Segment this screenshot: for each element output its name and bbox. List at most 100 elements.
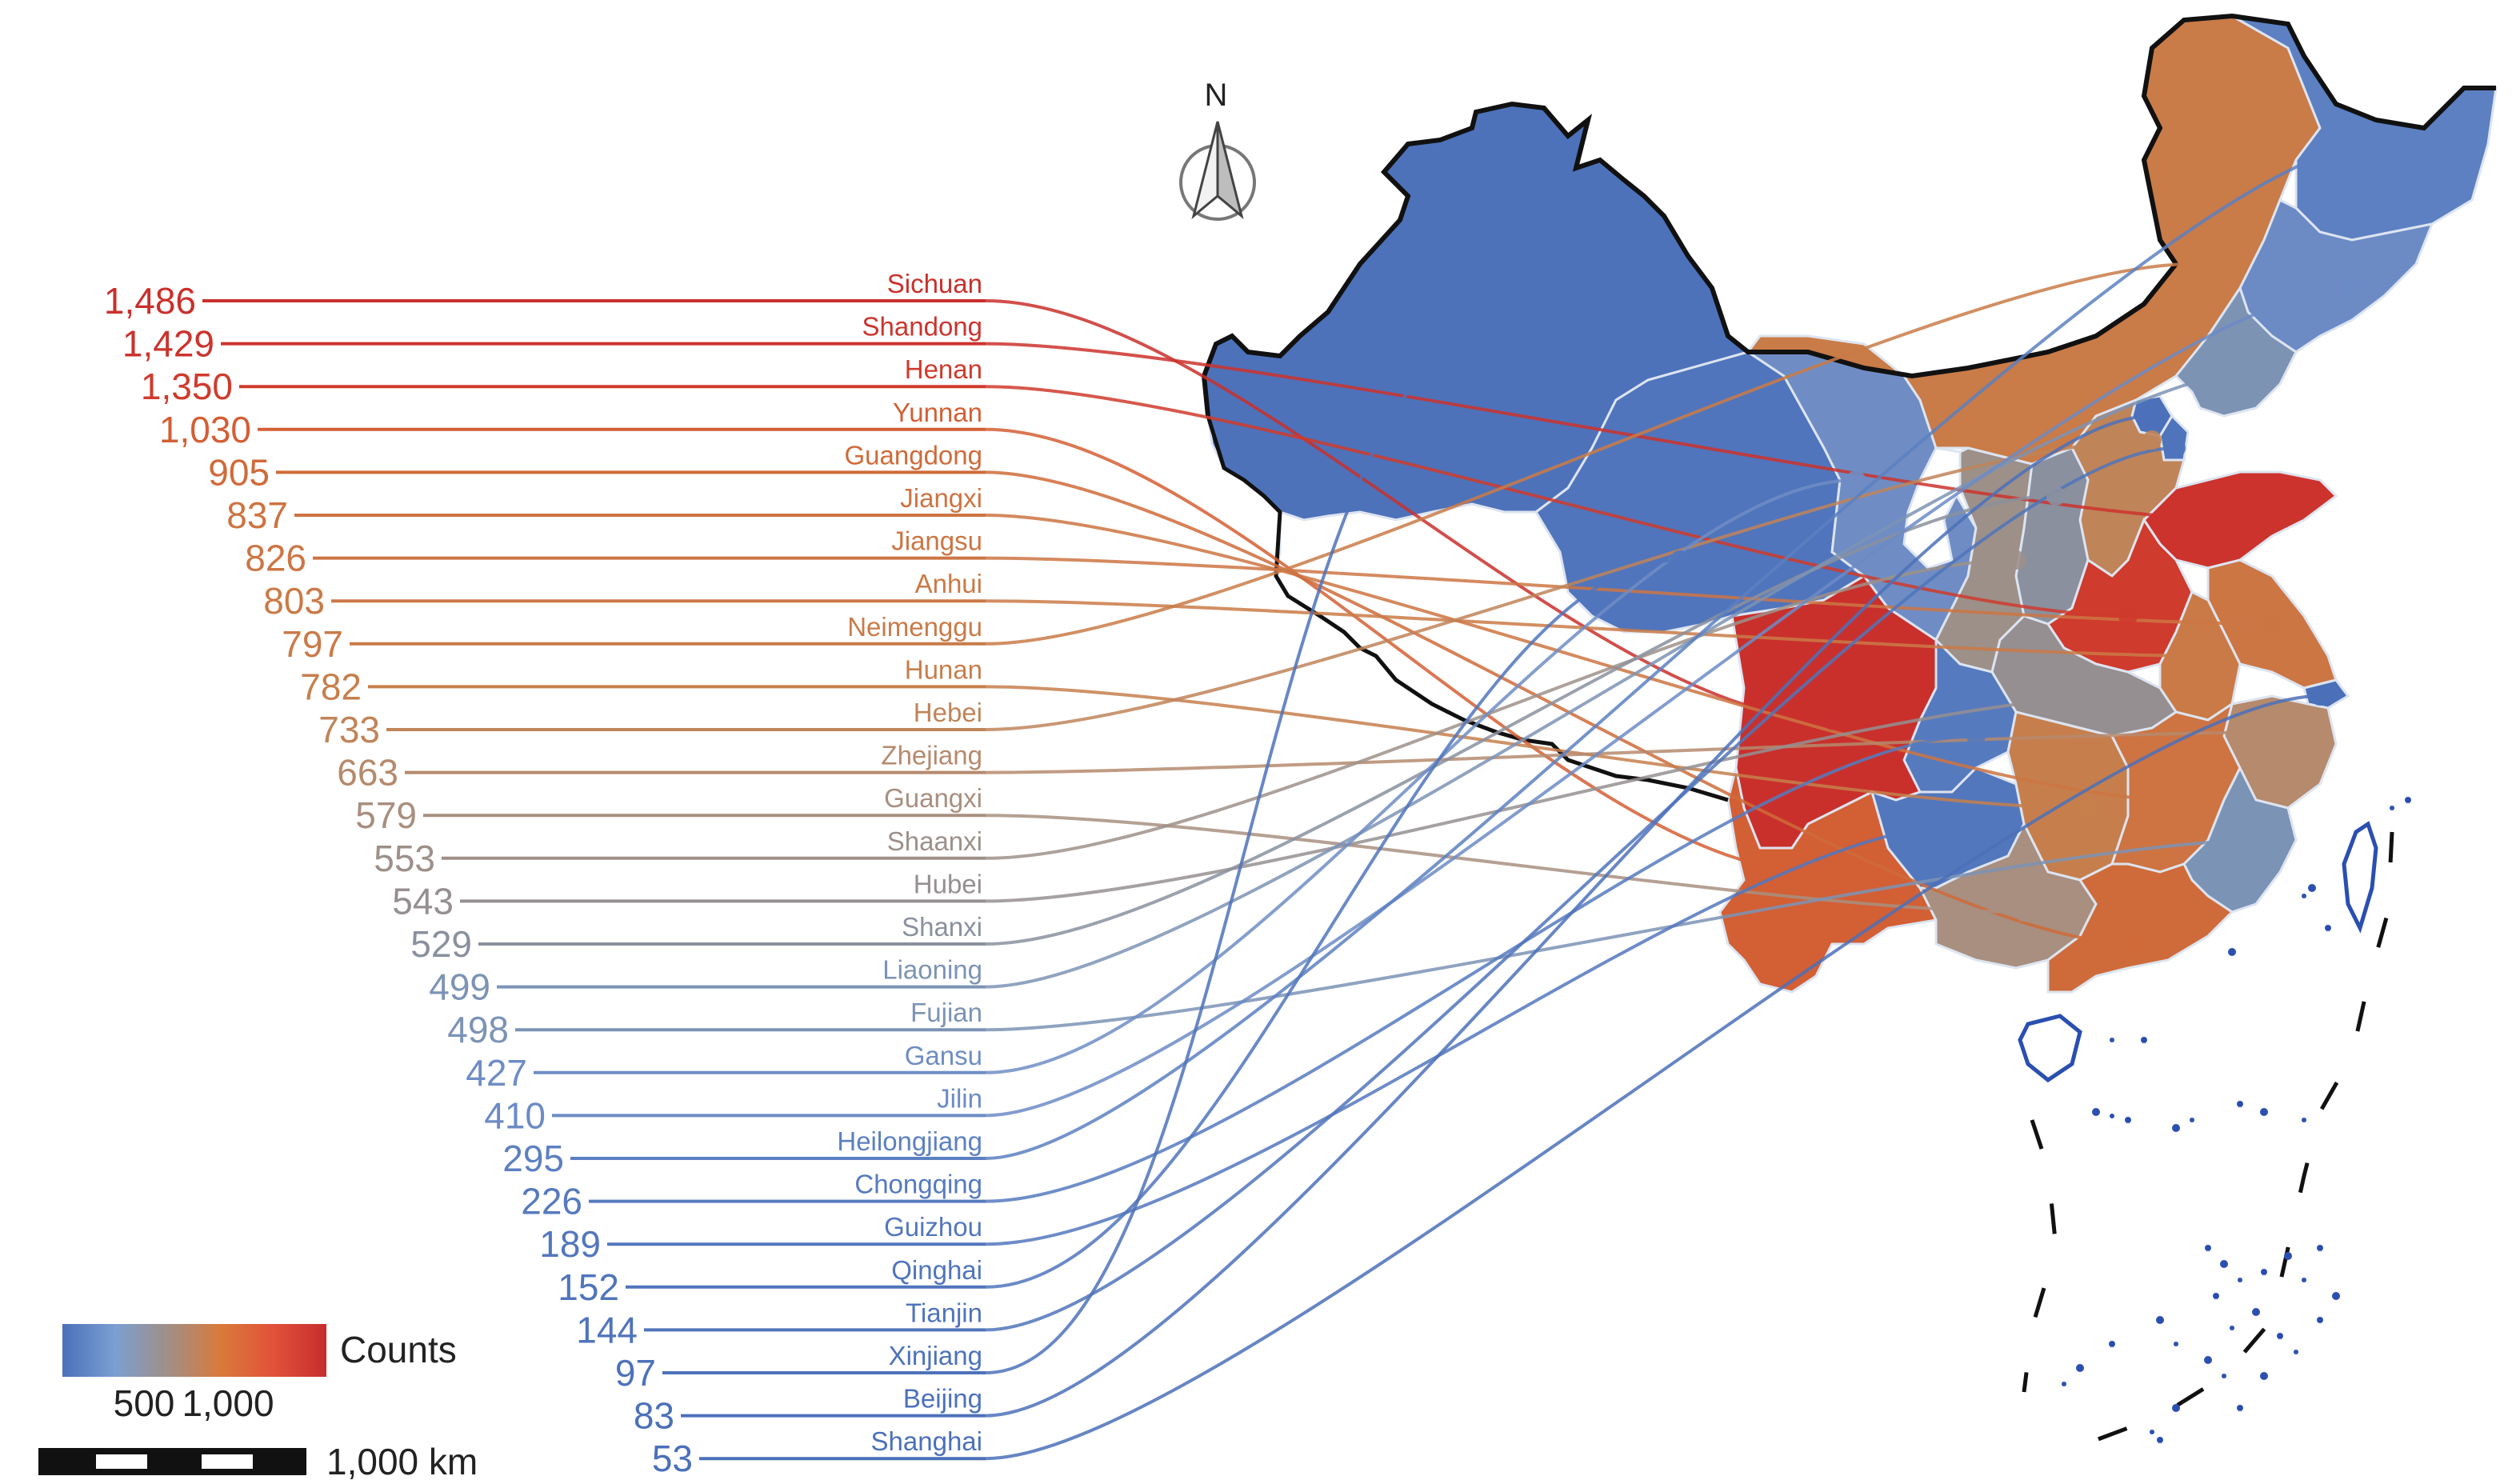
value-label: 837: [226, 494, 288, 536]
south-sea-islands: [2062, 797, 2411, 1443]
region-guangdong: [2046, 862, 2234, 994]
leader-curve: [985, 478, 1857, 1074]
centroid-dot: [1494, 318, 1514, 338]
province-label: Jilin: [937, 1083, 982, 1113]
island-dot: [2174, 1342, 2178, 1346]
centroid-dot: [2342, 278, 2362, 298]
value-label: 499: [429, 966, 490, 1008]
centroid-dot: [1958, 814, 1978, 834]
province-label: Liaoning: [882, 955, 982, 985]
island-dot: [2092, 1108, 2100, 1116]
value-label: 152: [558, 1266, 619, 1308]
leader-curve: [985, 142, 2377, 1160]
legend-tick-1000: 1,000: [182, 1382, 274, 1424]
scale-bar-label: 1,000 km: [326, 1441, 478, 1482]
centroid-dot: [2182, 254, 2202, 274]
leader-curve: [985, 558, 2017, 860]
centroid-dot: [2278, 722, 2298, 742]
island-dot: [2302, 1118, 2306, 1122]
north-arrow-icon-shade: [1191, 121, 1219, 220]
centroid-dot: [2230, 510, 2250, 530]
island-dot: [2220, 1260, 2228, 1268]
province-label: Henan: [905, 354, 982, 384]
centroid-dot: [1846, 470, 1866, 490]
leader-curve: [985, 385, 2129, 618]
island-dot: [2172, 1124, 2180, 1132]
north-arrow: N: [1179, 78, 1256, 221]
island-dot: [2237, 1405, 2243, 1411]
island-dot: [2157, 1437, 2163, 1443]
region-liaoning: [2174, 285, 2298, 418]
island-dot: [2405, 797, 2411, 803]
value-label: 905: [208, 451, 270, 493]
province-label: Sichuan: [887, 269, 982, 298]
leader-curve: [985, 262, 2193, 646]
province-label: Xinjiang: [889, 1341, 982, 1370]
scale-bar-segment: [202, 1454, 253, 1469]
province-label: Chongqing: [854, 1170, 982, 1199]
value-label: 733: [318, 709, 380, 750]
island-dot: [2141, 1037, 2147, 1043]
centroid-dot: [2254, 830, 2274, 850]
island-dot: [2204, 1356, 2212, 1364]
centroid-dot: [2366, 134, 2386, 154]
leader-curve: [985, 730, 2289, 774]
north-arrow-icon: [1216, 121, 1244, 220]
value-label: 144: [576, 1309, 638, 1350]
centroid-dot: [1966, 726, 1986, 746]
island-dot: [2277, 1333, 2283, 1339]
island-dot: [2110, 1114, 2114, 1118]
island-dot: [2261, 1269, 2267, 1275]
value-label: 295: [502, 1138, 564, 1179]
leader-curve: [985, 734, 1977, 1203]
island-dot: [2228, 948, 2236, 956]
scale-bar-segment: [96, 1454, 147, 1469]
centroid-dot: [2310, 686, 2330, 706]
island-dot: [2222, 1374, 2226, 1378]
province-label: Yunnan: [893, 398, 982, 427]
taiwan-outline: [2342, 821, 2378, 934]
island-dot: [2302, 894, 2306, 898]
centroid-dot: [2078, 798, 2098, 818]
leader-curve: [985, 814, 2025, 914]
province-label: Fujian: [910, 998, 982, 1027]
island-dot: [2390, 806, 2394, 810]
leader-curve: [985, 414, 2153, 1418]
value-label: 410: [484, 1094, 546, 1136]
island-dot: [2150, 1430, 2154, 1434]
province-label: Zhejiang: [881, 741, 982, 770]
value-label: 529: [410, 923, 472, 965]
leader-curve: [985, 685, 2089, 810]
value-label: 97: [615, 1352, 656, 1394]
island-dot: [2260, 1372, 2268, 1380]
province-label: Neimenggu: [847, 612, 982, 642]
province-label: Hebei: [914, 698, 982, 727]
leader-curve: [985, 299, 1833, 722]
legend-tick-500: 500: [114, 1382, 175, 1424]
leader-curve: [985, 838, 2265, 1032]
island-dot: [2230, 1326, 2234, 1330]
leader-curve: [985, 558, 1681, 1289]
centroid-dot: [2014, 902, 2034, 922]
province-label: Guangxi: [884, 783, 982, 813]
province-label: Anhui: [915, 569, 982, 598]
leader-curve: [985, 822, 1969, 1246]
island-dot: [2110, 1038, 2114, 1042]
island-dot: [2172, 1404, 2180, 1412]
national-boundary: [1201, 13, 2496, 417]
value-label: 1,429: [122, 323, 214, 365]
province-label: Heilongjiang: [837, 1126, 982, 1156]
value-label: 226: [521, 1181, 582, 1222]
value-label: 83: [634, 1395, 674, 1437]
legend-color-bar: [62, 1324, 326, 1377]
value-label: 189: [539, 1223, 601, 1265]
island-dot: [2125, 1117, 2131, 1123]
centroid-dot: [2166, 790, 2186, 810]
centroid-dots: [1494, 134, 2386, 954]
centroid-dot: [2126, 934, 2146, 954]
leader-curve: [985, 286, 2353, 1118]
value-label: 782: [300, 666, 362, 707]
island-dot: [2076, 1364, 2084, 1372]
province-label: Guizhou: [884, 1212, 982, 1242]
island-dot: [2284, 1252, 2292, 1260]
